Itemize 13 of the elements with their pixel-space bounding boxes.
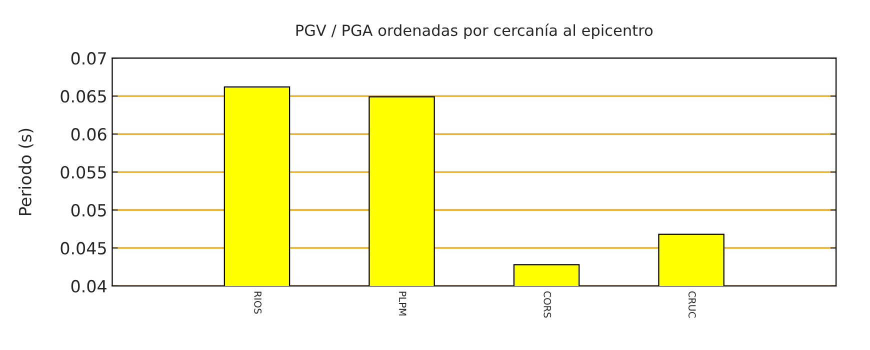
y-axis-title: Periodo (s) [18,128,34,215]
y-tick-label: 0.06 [71,128,106,141]
x-tick-label: RIOS [254,292,262,314]
x-tick-label: CORS [544,291,552,318]
y-tick-label: 0.055 [60,166,106,179]
y-tick-label: 0.065 [60,90,106,103]
x-tick-label: PLPM [399,292,406,316]
y-tick-label: 0.045 [60,242,106,255]
y-tick-label: 0.04 [71,280,106,293]
x-tick-label: CRUC [688,291,696,318]
y-tick-label: 0.05 [71,204,106,217]
chart-title: PGV / PGA ordenadas por cercanía al epicentro [296,24,653,40]
y-tick-label: 0.07 [71,52,106,65]
